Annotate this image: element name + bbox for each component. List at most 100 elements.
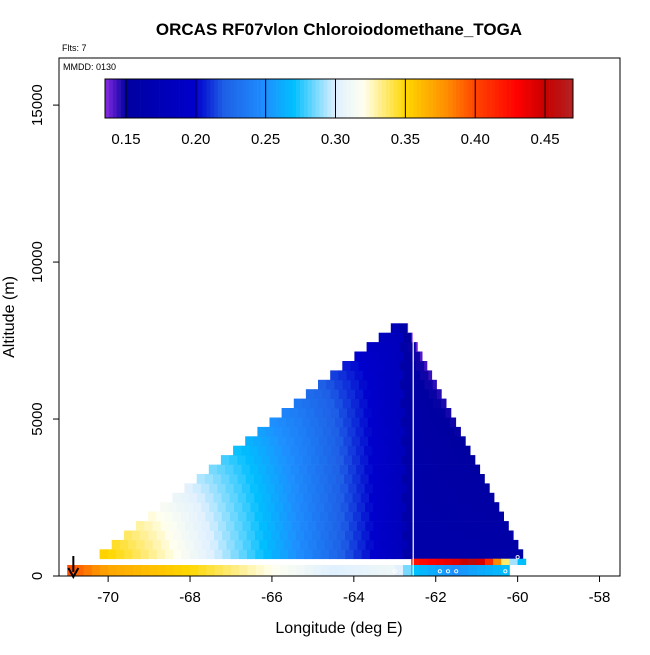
heatmap-cell [237,455,246,465]
heatmap-cell [275,502,284,512]
heatmap-cell [365,483,374,493]
heatmap-cell [153,540,162,550]
heatmap-cell [144,521,153,531]
heatmap-cell [493,559,502,565]
heatmap-cell [367,380,376,390]
heatmap-cell [308,521,317,531]
heatmap-cell [338,565,347,576]
heatmap-cell [380,427,389,437]
heatmap-cell [148,512,157,522]
colorbar-tick-label: 0.25 [251,131,280,148]
heatmap-cell [388,408,397,418]
heatmap-cell [443,531,452,541]
heatmap-cell [225,465,234,475]
heatmap-cell [337,549,346,559]
heatmap-cell [463,502,472,512]
heatmap-cell [381,502,390,512]
heatmap-cell [290,427,299,437]
heatmap-cell [352,455,361,465]
heatmap-cell [421,427,430,437]
heatmap-cell [238,512,247,522]
heatmap-cell [365,502,374,512]
heatmap-cell [318,399,327,409]
x-tick-label: -64 [343,589,365,606]
heatmap-cell [304,512,313,522]
heatmap-cell [368,436,377,446]
heatmap-cell [410,474,419,484]
heatmap-cell [292,521,301,531]
heatmap-cell [394,512,403,522]
heatmap-cell [258,483,267,493]
heatmap-cell [378,531,387,541]
heatmap-cell [459,455,468,465]
heatmap-cell [415,540,424,550]
heatmap-cell [323,427,332,437]
heatmap-cell [333,540,342,550]
colorbar-segment [464,79,468,118]
heatmap-cell [436,565,445,576]
heatmap-cell [447,521,456,531]
heatmap-cell [471,465,480,475]
heatmap-cell [419,549,428,559]
heatmap-cell [256,565,265,576]
heatmap-cell [246,493,255,503]
heatmap-cell [331,389,340,399]
heatmap-cell [320,493,329,503]
heatmap-cell [468,549,477,559]
heatmap-cell [238,474,247,484]
heatmap-cell [430,483,439,493]
x-tick-label: -68 [179,589,201,606]
heatmap-cell [288,565,297,576]
heatmap-cell [389,465,398,475]
heatmap-cell [419,531,428,541]
heatmap-cell [226,502,235,512]
heatmap-cell [223,565,232,576]
heatmap-cell [214,512,223,522]
colorbar-segment [440,79,444,118]
heatmap-cell [222,493,231,503]
colorbar-segment [117,79,121,118]
colorbar-segment [366,79,370,118]
heatmap-cell [271,531,280,541]
colorbar-segment [538,79,542,118]
heatmap-cell [307,446,316,456]
colorbar-tick-label: 0.15 [111,131,140,148]
heatmap-cell [367,361,376,371]
heatmap-cell [247,549,256,559]
heatmap-cell [266,465,275,475]
heatmap-cell [306,389,315,399]
heatmap-cell [423,521,432,531]
heatmap-cell [413,408,422,418]
heatmap-cell [380,389,389,399]
heatmap-cell [480,502,489,512]
heatmap-cell [383,361,392,371]
colorbar-segment [530,79,534,118]
heatmap-cell [321,549,330,559]
heatmap-cell [271,512,280,522]
colorbar-segment [171,79,175,118]
heatmap-cell [493,565,502,576]
heatmap-cell [299,483,308,493]
heatmap-cell [231,549,240,559]
heatmap-cell [378,565,387,576]
heatmap-cell [372,446,381,456]
heatmap-cell [351,361,360,371]
heatmap-cell [254,455,263,465]
heatmap-cell [242,483,251,493]
heatmap-cell [357,483,366,493]
heatmap-cell [444,565,453,576]
heatmap-cell [304,531,313,541]
heatmap-cell [324,502,333,512]
heatmap-cell [340,483,349,493]
heatmap-cell [177,502,186,512]
heatmap-cell [229,455,238,465]
colorbar-segment [355,79,359,118]
heatmap-cell [455,483,464,493]
heatmap-cell [509,559,518,565]
heatmap-cell [354,565,363,576]
heatmap-cell [339,427,348,437]
heatmap-cell [286,436,295,446]
heatmap-cell [340,502,349,512]
y-tick-label: 10000 [29,241,46,283]
heatmap-cell [177,540,186,550]
